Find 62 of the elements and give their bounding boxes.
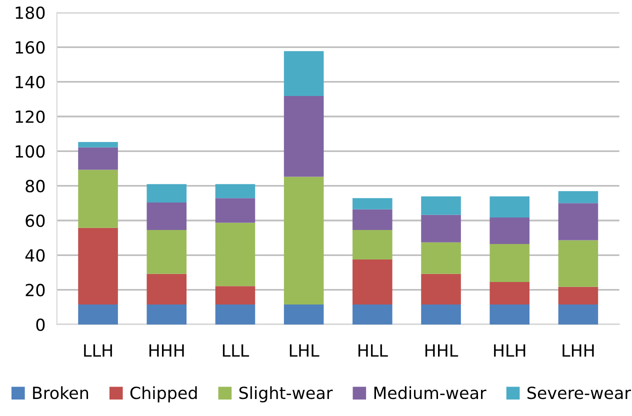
bar (558, 304, 598, 324)
bar (146, 230, 187, 274)
legend-label: Severe-wear (527, 386, 632, 400)
bar (421, 214, 461, 242)
y-tick-label: 40 (25, 249, 45, 262)
y-tick-label: 20 (26, 284, 45, 296)
bar (78, 228, 118, 305)
x-tick-label: HHH (149, 344, 184, 357)
bar (490, 218, 530, 244)
y-tick-label: 180 (16, 6, 45, 20)
bar (146, 304, 187, 324)
bar (146, 274, 187, 305)
bar (284, 96, 324, 177)
bar (146, 202, 187, 230)
y-tick-label: 80 (26, 180, 45, 192)
bar (490, 196, 530, 218)
y-tick-label: 60 (26, 214, 45, 228)
bar (421, 196, 461, 215)
bar (146, 184, 187, 202)
bar (215, 286, 256, 305)
y-tick-label: 160 (16, 41, 45, 54)
bar (490, 304, 530, 324)
bar (421, 274, 461, 305)
legend-label: Slight-wear (239, 386, 333, 402)
bar (421, 304, 461, 324)
bar (352, 230, 392, 260)
bar (215, 222, 256, 286)
bar (352, 304, 392, 324)
bar (78, 147, 118, 170)
bar (284, 304, 324, 324)
y-tick-label: 120 (16, 110, 45, 124)
bar (78, 304, 118, 324)
bar (78, 170, 118, 228)
y-tick-label: 100 (16, 145, 45, 158)
x-tick-label: LHL (290, 344, 320, 357)
bar (558, 286, 598, 305)
bar (215, 304, 256, 324)
bar (215, 184, 256, 198)
legend-label: Chipped (130, 386, 197, 402)
legend-label: Medium-wear (374, 386, 486, 400)
x-tick-label: HLH (494, 344, 526, 357)
bar (421, 242, 461, 274)
bar (490, 282, 530, 305)
legend-label: Broken (33, 386, 88, 400)
bar (558, 240, 598, 287)
x-tick-label: LHH (562, 344, 594, 357)
x-tick-label: LLH (84, 344, 112, 357)
bar (352, 198, 392, 210)
bar (558, 203, 598, 240)
bar (352, 259, 392, 305)
bar (284, 176, 324, 305)
x-tick-label: HHL (425, 344, 458, 357)
bar (78, 142, 118, 148)
bar (215, 198, 256, 223)
y-tick-label: 140 (16, 76, 45, 88)
y-tick-label: 0 (36, 318, 45, 332)
bar (352, 209, 392, 230)
bar (558, 191, 598, 204)
x-tick-label: HLL (358, 344, 388, 357)
bar (284, 51, 324, 96)
bar (490, 244, 530, 282)
x-tick-label: LLL (222, 344, 250, 357)
